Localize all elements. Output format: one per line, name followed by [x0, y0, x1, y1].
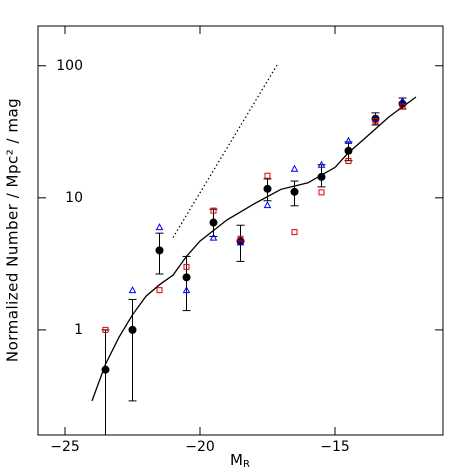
data-point	[318, 189, 325, 196]
data-point	[128, 325, 137, 334]
data-point	[344, 146, 353, 155]
y-tick-label: 10	[65, 190, 83, 206]
data-point	[183, 263, 190, 270]
x-label-sub: R	[243, 459, 250, 470]
x-tick-label: −20	[185, 439, 215, 455]
data-point	[398, 97, 407, 105]
data-point	[182, 273, 191, 282]
data-point	[290, 164, 299, 172]
data-point	[182, 286, 191, 294]
data-point	[263, 184, 272, 193]
data-point	[102, 326, 109, 333]
y-tick-label: 1	[74, 322, 83, 338]
data-point	[371, 114, 380, 122]
x-label-main: M	[230, 451, 243, 469]
data-point	[399, 103, 406, 110]
data-point	[209, 218, 218, 227]
data-point	[236, 238, 245, 246]
plot-frame	[37, 25, 444, 436]
data-point	[155, 246, 164, 255]
plot-area	[91, 62, 417, 435]
model-curve	[91, 96, 417, 402]
data-point	[155, 223, 164, 231]
x-axis-label: MR	[230, 451, 250, 471]
data-point	[156, 287, 163, 294]
data-point	[128, 286, 137, 294]
data-point	[101, 365, 110, 374]
x-tick-label: −15	[320, 439, 350, 455]
data-point	[344, 136, 353, 144]
y-axis-label: Normalized Number / Mpc² / mag	[4, 98, 22, 362]
data-point	[263, 201, 272, 209]
data-point	[237, 235, 244, 242]
data-point	[317, 160, 326, 168]
data-point	[372, 118, 379, 125]
model-curve	[172, 62, 279, 238]
data-point	[345, 158, 352, 165]
y-tick-label: 100	[56, 58, 83, 74]
data-point	[317, 172, 326, 181]
data-point	[264, 172, 271, 179]
data-point	[290, 187, 299, 196]
data-point	[210, 207, 217, 214]
x-tick-label: −25	[50, 439, 80, 455]
data-point	[291, 229, 298, 236]
data-point	[209, 233, 218, 241]
